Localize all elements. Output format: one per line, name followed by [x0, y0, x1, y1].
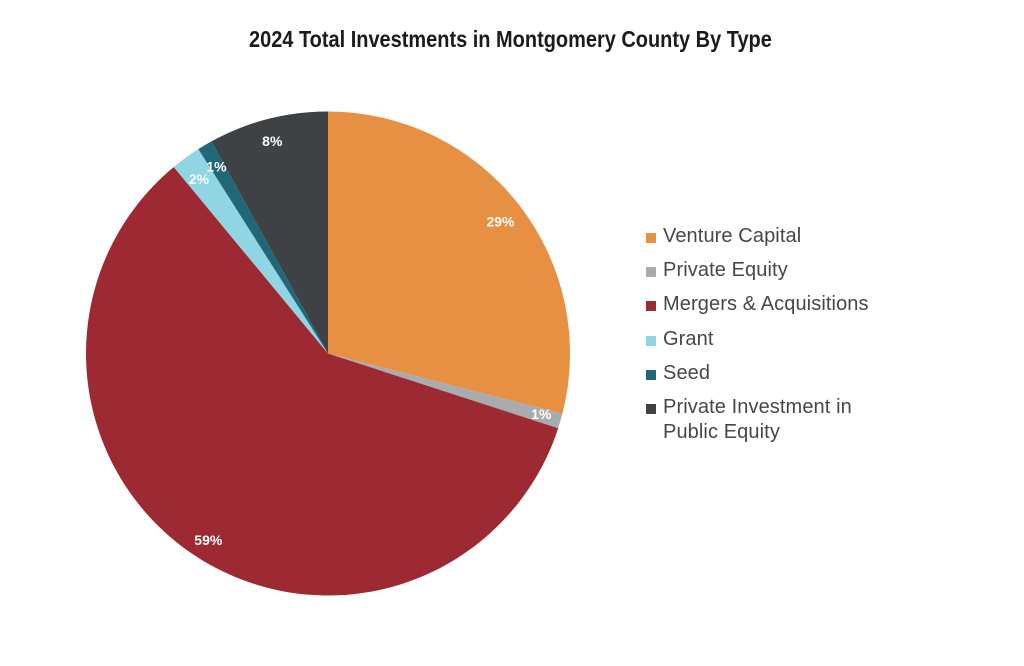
- svg-text:1%: 1%: [206, 159, 227, 175]
- svg-text:8%: 8%: [262, 133, 283, 149]
- svg-text:59%: 59%: [194, 532, 223, 548]
- svg-text:29%: 29%: [486, 214, 515, 230]
- svg-text:2%: 2%: [189, 171, 210, 187]
- svg-text:1%: 1%: [531, 406, 552, 422]
